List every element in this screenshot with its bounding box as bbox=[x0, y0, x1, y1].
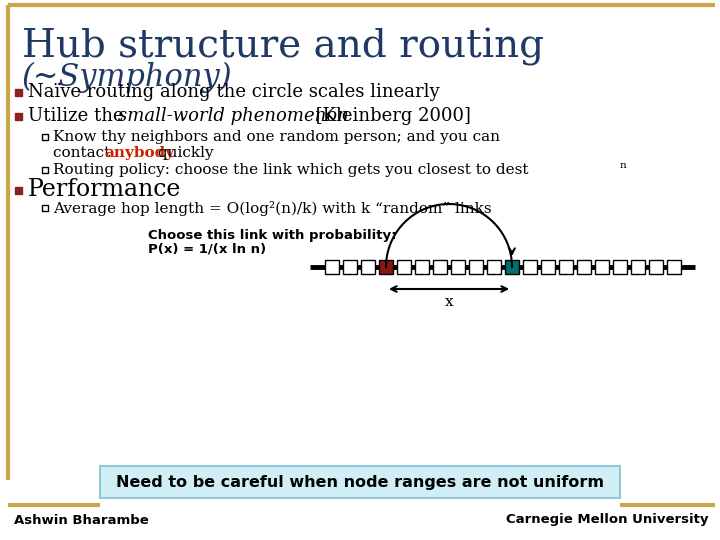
Bar bbox=[487, 260, 501, 274]
Bar bbox=[42, 167, 48, 173]
Bar bbox=[15, 186, 22, 193]
Text: quickly: quickly bbox=[153, 146, 214, 160]
Text: small-world phenomenon: small-world phenomenon bbox=[118, 107, 348, 125]
FancyBboxPatch shape bbox=[100, 466, 620, 498]
Bar bbox=[415, 260, 429, 274]
Bar bbox=[42, 205, 48, 211]
Text: Naïve routing along the circle scales linearly: Naïve routing along the circle scales li… bbox=[28, 83, 440, 101]
Bar bbox=[343, 260, 357, 274]
Text: x: x bbox=[445, 295, 454, 309]
Text: Routing policy: choose the link which gets you closest to dest: Routing policy: choose the link which ge… bbox=[53, 163, 528, 177]
Text: Need to be careful when node ranges are not uniform: Need to be careful when node ranges are … bbox=[116, 475, 604, 489]
Text: Choose this link with probability:: Choose this link with probability: bbox=[148, 228, 397, 241]
Bar bbox=[361, 260, 375, 274]
Text: anybody: anybody bbox=[104, 146, 174, 160]
Bar bbox=[42, 134, 48, 140]
Bar bbox=[451, 260, 465, 274]
Bar bbox=[559, 260, 573, 274]
Bar bbox=[505, 260, 519, 274]
Bar bbox=[469, 260, 483, 274]
Text: Average hop length = O(log²(n)/k) with k “random” links: Average hop length = O(log²(n)/k) with k… bbox=[53, 200, 492, 215]
Text: Utilize the: Utilize the bbox=[28, 107, 130, 125]
Text: P(x) = 1/(x ln n): P(x) = 1/(x ln n) bbox=[148, 242, 266, 255]
Text: Carnegie Mellon University: Carnegie Mellon University bbox=[505, 514, 708, 526]
Text: Ashwin Bharambe: Ashwin Bharambe bbox=[14, 514, 149, 526]
Bar bbox=[397, 260, 411, 274]
Text: Performance: Performance bbox=[28, 179, 181, 201]
Text: Know thy neighbors and one random person; and you can: Know thy neighbors and one random person… bbox=[53, 130, 500, 144]
Bar bbox=[523, 260, 537, 274]
Bar bbox=[541, 260, 555, 274]
Text: Hub structure and routing: Hub structure and routing bbox=[22, 28, 544, 66]
Bar bbox=[15, 112, 22, 119]
Text: [Kleinberg 2000]: [Kleinberg 2000] bbox=[310, 107, 471, 125]
Text: n: n bbox=[620, 160, 626, 170]
Bar bbox=[15, 89, 22, 96]
Bar bbox=[577, 260, 591, 274]
Bar bbox=[433, 260, 447, 274]
Bar bbox=[595, 260, 609, 274]
Bar bbox=[649, 260, 663, 274]
Bar bbox=[667, 260, 681, 274]
Text: contact: contact bbox=[53, 146, 115, 160]
Bar bbox=[325, 260, 339, 274]
Bar bbox=[631, 260, 645, 274]
Text: (~Symphony): (~Symphony) bbox=[22, 62, 233, 93]
Bar bbox=[613, 260, 627, 274]
Bar bbox=[379, 260, 393, 274]
